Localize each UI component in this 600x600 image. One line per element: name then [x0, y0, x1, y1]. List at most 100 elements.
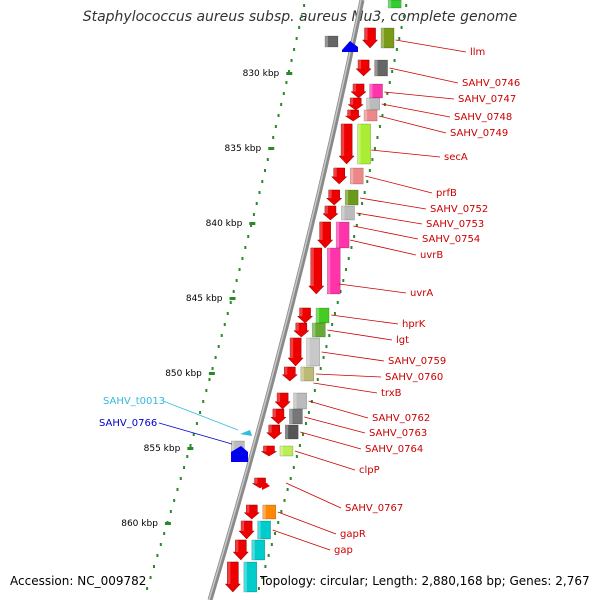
gene-block-10	[335, 221, 350, 249]
outer-dot	[214, 356, 217, 359]
label-SAHV_0762: SAHV_0762	[372, 413, 430, 424]
outer-dot	[199, 411, 202, 414]
gene-block-12-shade	[316, 308, 320, 323]
label-SAHV_0749: SAHV_0749	[450, 128, 508, 139]
gene-arrow-12-shade	[299, 308, 303, 317]
gene-arrow-1-shade	[364, 28, 368, 40]
gene-block-top-1	[324, 35, 339, 48]
kbp-tick	[164, 522, 171, 525]
inner-dot	[386, 92, 389, 95]
gene-block-11	[327, 247, 341, 295]
gene-arrow-16	[274, 392, 291, 410]
gene-arrow-14	[287, 337, 304, 367]
label-SAHV_0753: SAHV_0753	[426, 219, 484, 230]
gene-block-6	[357, 123, 371, 165]
leader-lgt	[327, 329, 393, 341]
gene-arrow-19-shade	[263, 446, 267, 452]
inner-dot	[376, 136, 379, 139]
gene-arrow-21	[243, 504, 260, 520]
label-clpP: clpP	[359, 465, 380, 476]
outer-dot	[235, 279, 238, 282]
kbp-label: 850 kbp	[165, 369, 202, 379]
gene-arrow-small	[262, 480, 270, 490]
gene-arrow-7-shade	[333, 168, 337, 177]
inner-dot	[301, 433, 304, 436]
outer-dot	[282, 92, 285, 95]
outer-dot	[229, 301, 232, 304]
backbone-highlight	[208, 0, 362, 600]
gene-arrow-24-shade	[227, 562, 231, 584]
gene-arrow-7	[331, 167, 348, 185]
inner-dot	[339, 290, 342, 293]
kbp-tick	[187, 447, 194, 450]
leader-SAHV_0767	[285, 482, 342, 509]
outer-dot	[217, 345, 220, 348]
kbp-label: 835 kbp	[225, 144, 262, 154]
inner-dot	[331, 323, 334, 326]
label-SAHV_0747: SAHV_0747	[458, 94, 516, 105]
label-secA: secA	[444, 152, 468, 163]
gene-block-19	[279, 445, 294, 457]
gene-block-2-shade	[374, 60, 378, 76]
label-uvrB: uvrB	[420, 250, 443, 261]
leader-uvrB	[349, 239, 417, 256]
inner-dot	[328, 334, 331, 337]
inner-dot	[393, 59, 396, 62]
leader-SAHV_t0013	[162, 400, 239, 431]
gene-arrow-22	[238, 520, 255, 540]
gene-arrow-8-shade	[328, 190, 332, 199]
label-trxB: trxB	[381, 388, 402, 399]
label-SAHV_0763: SAHV_0763	[369, 428, 427, 439]
outer-dot	[290, 59, 293, 62]
gene-arrow-9	[322, 205, 339, 221]
gene-arrow-13-shade	[295, 323, 299, 331]
gene-arrow-19	[260, 445, 278, 457]
outer-dot	[252, 213, 255, 216]
outer-dot	[300, 15, 303, 18]
outer-dot	[176, 488, 179, 491]
gene-arrow-24	[224, 561, 241, 593]
gene-block-21	[262, 504, 277, 520]
kbp-tick	[208, 372, 215, 375]
gene-arrow-9-shade	[324, 206, 328, 214]
inner-dot	[292, 466, 295, 469]
outer-dot	[226, 312, 229, 315]
outer-dot	[258, 191, 261, 194]
outer-dot	[205, 389, 208, 392]
gene-block-18	[284, 424, 299, 440]
gene-block-1	[380, 27, 395, 49]
leader-SAHV_0760	[315, 373, 382, 378]
label-gap: gap	[334, 545, 353, 556]
inner-dot	[391, 70, 394, 73]
gene-block-5-shade	[364, 110, 368, 121]
gene-arrow-14-shade	[290, 338, 294, 358]
inner-dot	[400, 26, 403, 29]
label-SAHV_0754: SAHV_0754	[422, 234, 480, 245]
inner-dot	[286, 488, 289, 491]
gene-arrow-18-shade	[268, 425, 272, 433]
gene-arrow-8	[325, 189, 343, 206]
inner-dot	[274, 532, 277, 535]
map-title: Staphylococcus aureus subsp. aureus Mu3,…	[82, 9, 518, 25]
outer-dot	[303, 4, 306, 7]
gene-block-4-shade	[366, 98, 370, 110]
gene-block-8-shade	[345, 190, 349, 205]
kbp-tick	[286, 72, 293, 75]
outer-dot	[280, 103, 283, 106]
gene-block-22-shade	[257, 521, 261, 539]
gene-block-9	[341, 205, 355, 221]
outer-dot	[163, 532, 166, 535]
gene-block-0-shade	[388, 0, 392, 8]
accession-text: Accession: NC_009782	[10, 574, 147, 588]
gene-block-13-shade	[312, 323, 316, 337]
gene-block-3-shade	[369, 84, 373, 98]
gene-arrow-5	[344, 109, 362, 122]
gene-glyphs	[224, 0, 402, 593]
gene-block-24	[243, 561, 258, 593]
outer-dot	[183, 466, 186, 469]
gene-block-17-shade	[289, 409, 293, 424]
outer-dot	[266, 158, 269, 161]
gene-arrow-17	[270, 408, 287, 425]
gene-block-top-1-shade	[325, 36, 328, 47]
